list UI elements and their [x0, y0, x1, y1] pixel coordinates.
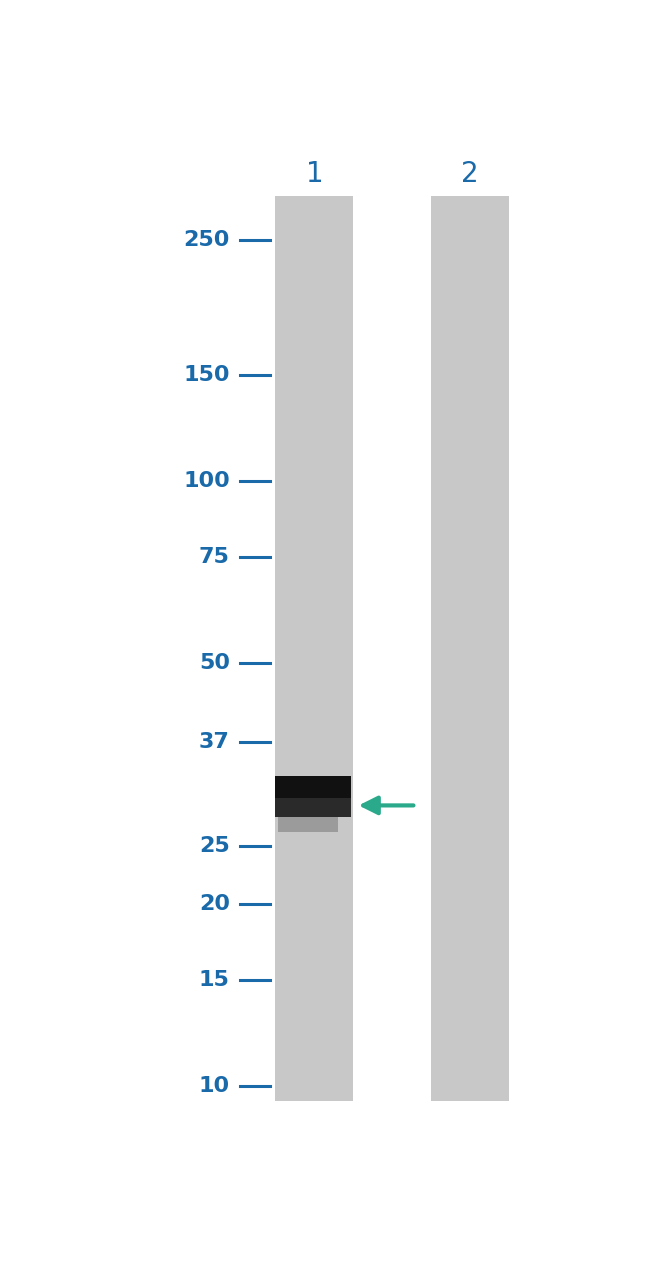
Text: 50: 50 — [199, 653, 230, 673]
Text: 250: 250 — [183, 230, 230, 250]
Text: 25: 25 — [199, 836, 230, 856]
Text: 75: 75 — [199, 547, 230, 566]
Text: 2: 2 — [462, 160, 479, 188]
Text: 15: 15 — [199, 970, 230, 989]
Text: 20: 20 — [199, 894, 230, 914]
Bar — [275, 197, 354, 1101]
Bar — [278, 817, 338, 832]
Bar — [432, 197, 510, 1101]
Text: 10: 10 — [199, 1076, 230, 1096]
Bar — [275, 776, 351, 798]
Bar — [275, 798, 351, 817]
Text: 37: 37 — [199, 733, 230, 753]
Text: 150: 150 — [183, 364, 230, 385]
Text: 100: 100 — [183, 471, 230, 491]
Text: 1: 1 — [306, 160, 323, 188]
